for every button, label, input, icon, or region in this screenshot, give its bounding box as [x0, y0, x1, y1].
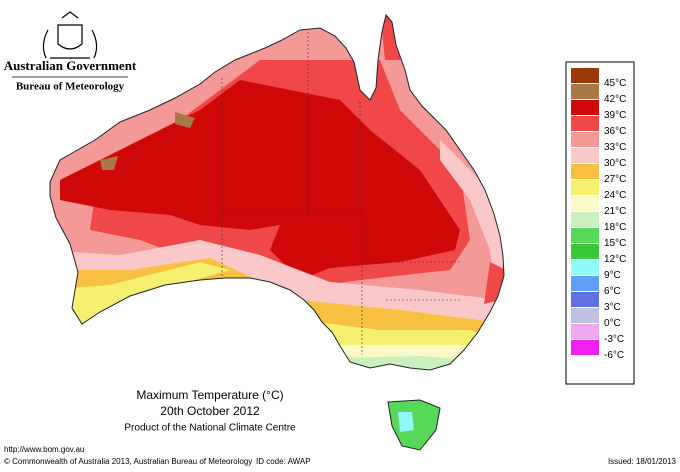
legend-label: 39°C — [604, 110, 626, 121]
state-borders — [221, 30, 462, 355]
legend-swatch — [571, 148, 599, 163]
legend-label: -3°C — [604, 334, 624, 345]
legend-label: 18°C — [604, 222, 626, 233]
legend-swatch — [571, 164, 599, 179]
bureau-name: Bureau of Meteorology — [16, 81, 125, 93]
legend-swatch — [571, 212, 599, 227]
legend-label: 33°C — [604, 142, 626, 153]
legend-swatch — [571, 196, 599, 211]
legend-label: -6°C — [604, 350, 624, 361]
legend-swatch — [571, 260, 599, 275]
legend-swatch — [571, 84, 599, 99]
legend-swatch — [571, 244, 599, 259]
legend-label: 30°C — [604, 158, 626, 169]
id-code: ID code: AWAP — [256, 457, 311, 466]
legend-label: 12°C — [604, 254, 626, 265]
legend-label: 42°C — [604, 94, 626, 105]
map-title: Maximum Temperature (°C) — [136, 388, 283, 402]
issued-date: Issued: 18/01/2013 — [608, 457, 677, 466]
map-date: 20th October 2012 — [160, 404, 260, 418]
legend-swatch — [571, 180, 599, 195]
government-name: Australian Government — [4, 58, 137, 73]
legend-label: 36°C — [604, 126, 626, 137]
legend-label: 15°C — [604, 238, 626, 249]
legend-swatch — [571, 324, 599, 339]
legend-swatch — [571, 116, 599, 131]
legend-swatch — [571, 100, 599, 115]
legend-label: 27°C — [604, 174, 626, 185]
legend-swatch — [571, 308, 599, 323]
legend-swatch — [571, 276, 599, 291]
legend-swatch — [571, 292, 599, 307]
legend-swatch — [571, 228, 599, 243]
legend-swatch — [571, 132, 599, 147]
copyright: © Commonwealth of Australia 2013, Austra… — [4, 457, 252, 466]
url: http://www.bom.gov.au — [4, 445, 84, 454]
legend: 45°C 42°C 39°C 36°C 33°C 30°C 27°C 24°C 21°C 18°C… — [571, 68, 626, 361]
legend-label: 9°C — [604, 270, 621, 281]
legend-swatch — [571, 340, 599, 355]
legend-label: 3°C — [604, 302, 621, 313]
coastline — [49, 13, 505, 451]
coat-of-arms — [42, 11, 98, 59]
legend-swatch — [571, 68, 599, 83]
legend-label: 45°C — [604, 78, 626, 89]
map-product: Product of the National Climate Centre — [124, 423, 296, 434]
legend-label: 21°C — [604, 206, 626, 217]
legend-label: 24°C — [604, 190, 626, 201]
legend-label: 6°C — [604, 286, 621, 297]
legend-label: 0°C — [604, 318, 621, 329]
